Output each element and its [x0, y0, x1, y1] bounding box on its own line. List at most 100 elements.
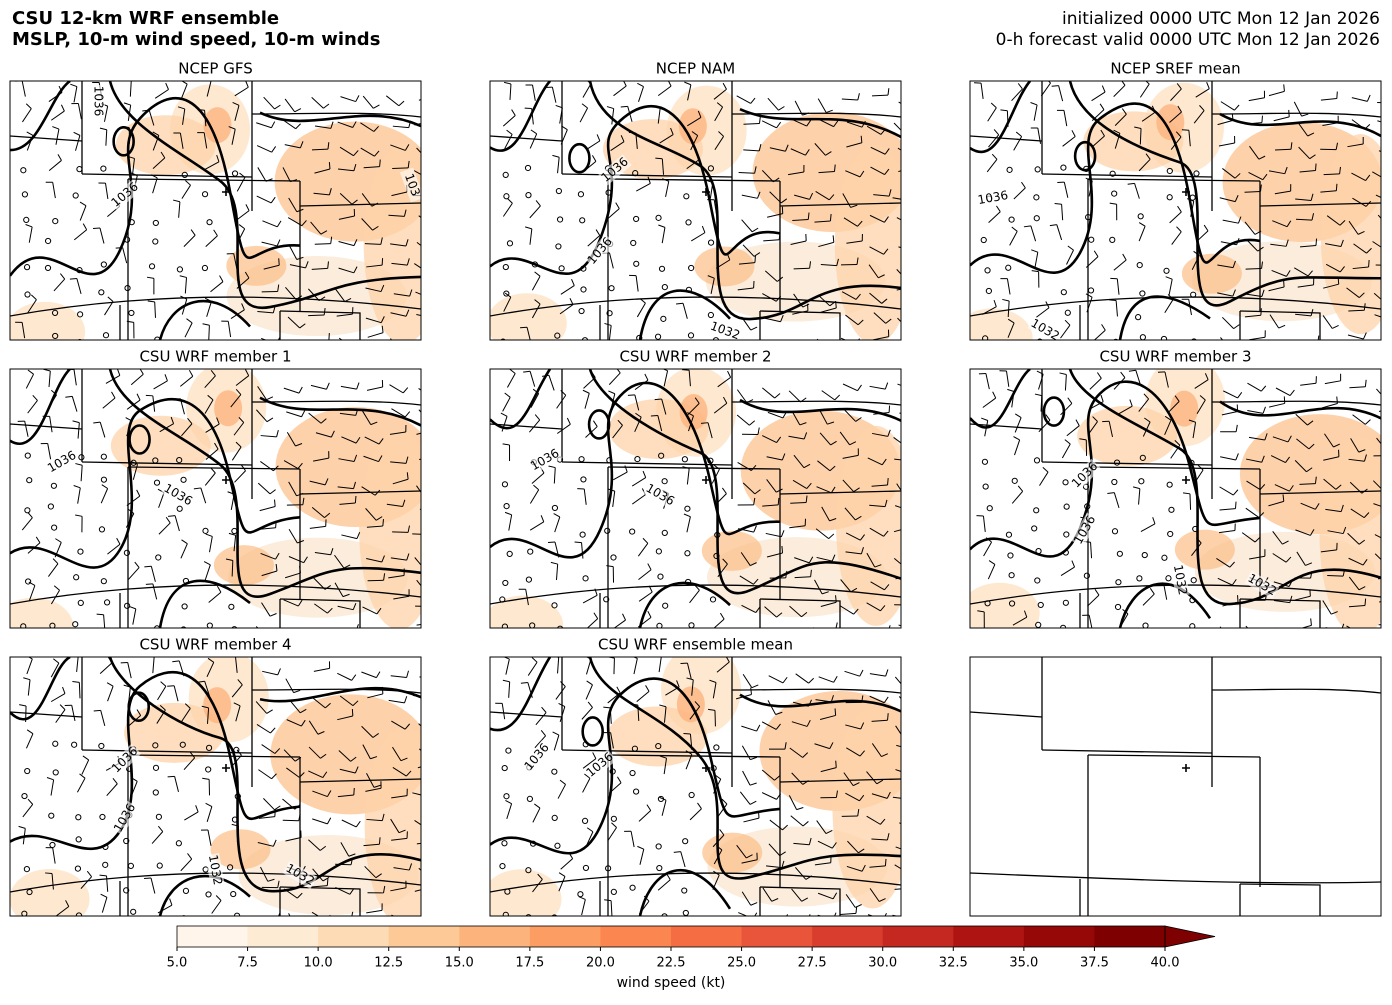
calm-marker — [1034, 458, 1039, 463]
wind-barb — [1141, 524, 1155, 532]
wind-barb-flag — [505, 512, 512, 514]
wind-barb-flag — [536, 200, 540, 205]
wind-barb-flag — [914, 823, 918, 829]
wind-barb — [530, 206, 541, 218]
wind-barb-flag — [111, 392, 115, 398]
wind-barb-flag — [836, 761, 837, 768]
wind-barb — [737, 415, 749, 425]
wind-barb — [981, 83, 983, 99]
wind-barb-flag — [593, 421, 597, 427]
wind-barb-flag — [1176, 227, 1181, 232]
calm-marker — [45, 238, 50, 243]
wind-barb-flag — [355, 496, 356, 503]
wind-barb — [102, 897, 107, 912]
calm-marker — [1008, 553, 1013, 558]
wind-barb — [312, 819, 327, 824]
wind-barb — [341, 97, 356, 102]
calm-marker — [1012, 478, 1017, 483]
wind-barb — [762, 388, 774, 398]
wind-barb — [1349, 387, 1365, 388]
wind-shading — [953, 308, 1033, 368]
colorbar-bin — [530, 926, 601, 947]
wind-barb-flag — [168, 516, 175, 517]
wind-barb-flag — [327, 818, 330, 824]
colorbar-tick-label: 7.5 — [237, 956, 258, 971]
wind-barb-flag — [1129, 370, 1136, 371]
state-border — [1088, 467, 1260, 469]
wind-barb-flag — [65, 396, 72, 397]
wind-barb-flag — [373, 105, 379, 108]
wind-barb-flag — [722, 488, 726, 494]
wind-barb — [638, 570, 651, 580]
contour-label: 1036 — [92, 86, 106, 117]
wind-barb — [314, 668, 330, 671]
wind-barb — [796, 631, 812, 634]
wind-barb-flag — [1050, 225, 1057, 226]
wind-barb — [74, 230, 86, 240]
calm-marker — [985, 268, 990, 273]
wind-barb — [72, 705, 75, 721]
wind-barb — [419, 410, 429, 422]
wind-shading — [836, 426, 916, 626]
wind-barb-flag — [1365, 380, 1366, 387]
wind-barb — [79, 682, 80, 698]
wind-barb — [554, 735, 559, 750]
wind-barb-flag — [684, 514, 690, 517]
calm-marker — [153, 765, 158, 770]
wind-barb — [1269, 403, 1285, 407]
calm-marker — [580, 218, 585, 223]
wind-barb — [262, 242, 278, 246]
calm-marker — [609, 286, 614, 291]
wind-barb-flag — [1365, 420, 1370, 425]
wind-barb — [637, 691, 649, 701]
wind-barb — [638, 543, 647, 556]
wind-barb-flag — [1012, 227, 1018, 231]
wind-barb — [337, 673, 351, 680]
wind-barb-flag — [752, 228, 758, 232]
wind-barb-flag — [432, 312, 435, 318]
map-content — [970, 657, 1381, 916]
wind-barb-flag — [775, 393, 780, 398]
wind-barb-flag — [1060, 373, 1067, 375]
wind-barb-flag — [521, 682, 528, 683]
wind-barb — [1294, 102, 1301, 116]
wind-barb — [658, 86, 671, 96]
wind-barb — [1223, 391, 1237, 398]
wind-barb — [210, 282, 222, 292]
wind-barb-flag — [398, 350, 405, 352]
state-border — [970, 873, 1381, 883]
wind-barb-flag — [752, 685, 758, 688]
wind-barb — [899, 413, 914, 417]
wind-barb-flag — [1386, 447, 1392, 450]
wind-barb — [419, 677, 434, 681]
state-border — [10, 712, 82, 717]
wind-barb — [1274, 117, 1290, 121]
wind-barb-flag — [382, 687, 383, 694]
calm-marker — [581, 287, 586, 292]
calm-marker — [99, 527, 104, 532]
calm-marker — [1036, 548, 1041, 553]
wind-barb-flag — [541, 515, 544, 521]
wind-barb-flag — [407, 671, 409, 678]
calm-marker — [506, 748, 511, 753]
wind-barb-flag — [1261, 386, 1266, 391]
wind-barb — [153, 178, 158, 193]
wind-barb — [26, 734, 33, 749]
wind-barb-flag — [1128, 183, 1135, 184]
wind-barb-flag — [54, 586, 59, 591]
calm-marker — [1064, 532, 1069, 537]
wind-barb — [584, 489, 586, 505]
wind-barb-flag — [860, 670, 863, 676]
calm-marker — [76, 837, 81, 842]
wind-barb-flag — [888, 478, 889, 485]
wind-barb — [507, 374, 515, 388]
wind-shading — [694, 246, 754, 286]
calm-marker — [176, 841, 181, 846]
colorbar-tick-label: 25.0 — [727, 956, 756, 971]
calm-marker — [714, 745, 719, 750]
wind-barb-flag — [267, 418, 273, 422]
wind-barb-flag — [683, 733, 690, 734]
